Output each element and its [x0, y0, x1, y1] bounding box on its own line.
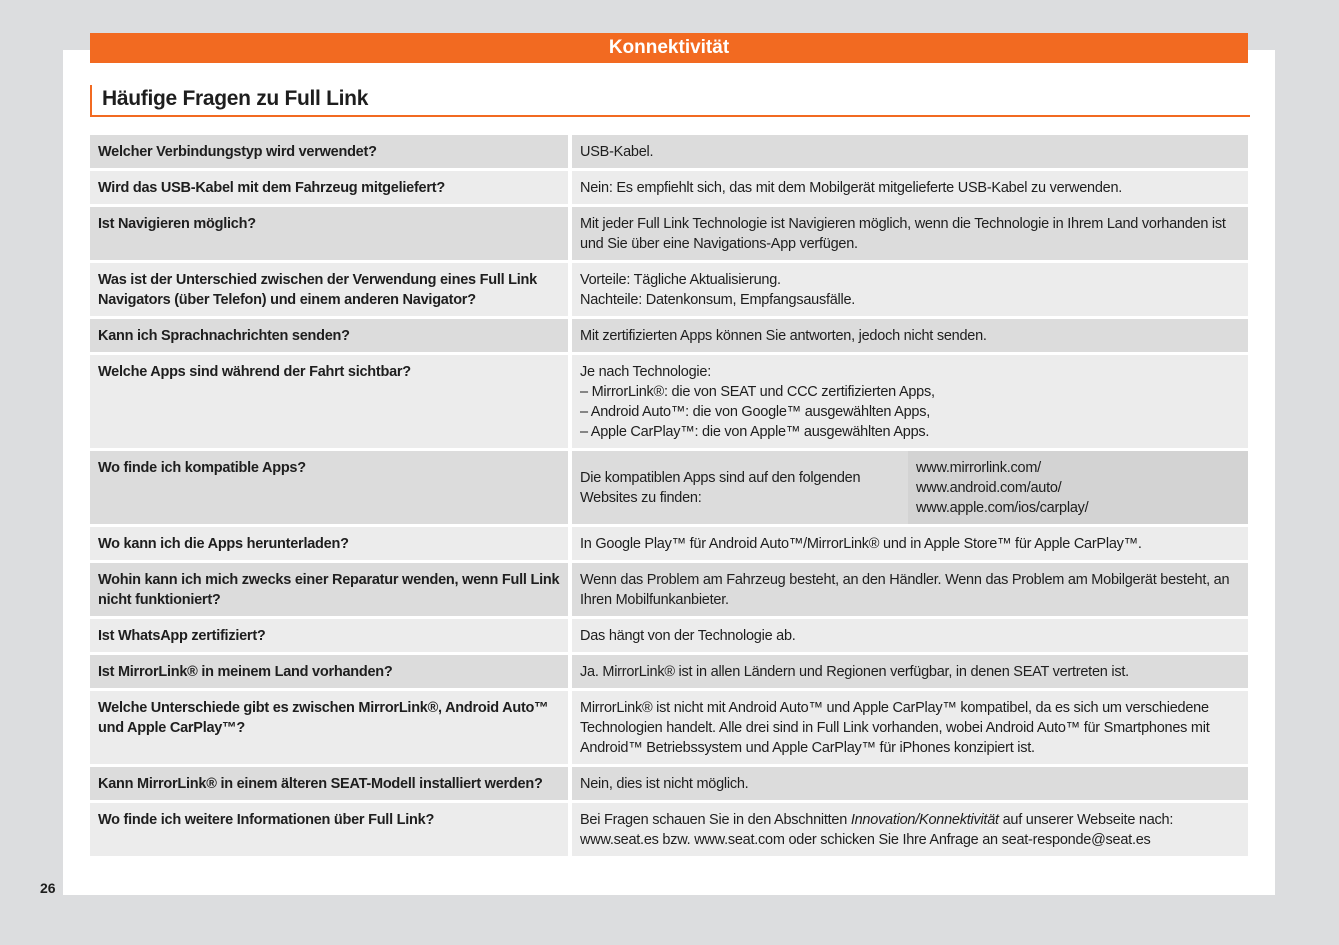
- faq-answer: Nein: Es empfiehlt sich, das mit dem Mob…: [572, 171, 1248, 204]
- faq-answer: Mit zertifizierten Apps können Sie antwo…: [572, 319, 1248, 352]
- faq-answer: Je nach Technologie: – MirrorLink®: die …: [572, 355, 1248, 448]
- faq-answer-links[interactable]: www.mirrorlink.com/ www.android.com/auto…: [908, 451, 1248, 524]
- faq-row: Was ist der Unterschied zwischen der Ver…: [90, 263, 1248, 316]
- faq-answer: In Google Play™ für Android Auto™/Mirror…: [572, 527, 1248, 560]
- faq-question: Wohin kann ich mich zwecks einer Reparat…: [90, 563, 572, 616]
- page-title: Häufige Fragen zu Full Link: [90, 85, 1250, 117]
- faq-question: Wo kann ich die Apps herunterladen?: [90, 527, 572, 560]
- faq-row: Wo finde ich weitere Informationen über …: [90, 803, 1248, 856]
- faq-row: Wo kann ich die Apps herunterladen? In Go…: [90, 527, 1248, 560]
- faq-question: Ist Navigieren möglich?: [90, 207, 572, 260]
- faq-answer: Das hängt von der Technologie ab.: [572, 619, 1248, 652]
- faq-row: Ist WhatsApp zertifiziert? Das hängt von …: [90, 619, 1248, 652]
- faq-question: Wo finde ich kompatible Apps?: [90, 451, 572, 524]
- faq-table: Welcher Verbindungstyp wird verwendet? US…: [90, 132, 1248, 859]
- faq-question: Was ist der Unterschied zwischen der Ver…: [90, 263, 572, 316]
- faq-answer: Nein, dies ist nicht möglich.: [572, 767, 1248, 800]
- faq-answer: Ja. MirrorLink® ist in allen Ländern und…: [572, 655, 1248, 688]
- faq-row: Ist MirrorLink® in meinem Land vorhanden…: [90, 655, 1248, 688]
- faq-row: Wo finde ich kompatible Apps? Die kompati…: [90, 451, 1248, 524]
- faq-row: Welche Apps sind während der Fahrt sicht…: [90, 355, 1248, 448]
- faq-answer: Die kompatiblen Apps sind auf den folgen…: [572, 451, 1248, 524]
- faq-row: Ist Navigieren möglich? Mit jeder Full Li…: [90, 207, 1248, 260]
- answer-text: auf unserer Webseite nach: www.seat.es b…: [580, 812, 1174, 848]
- faq-row: Kann ich Sprachnachrichten senden? Mit ze…: [90, 319, 1248, 352]
- page-number: 26: [40, 880, 56, 896]
- faq-answer: USB-Kabel.: [572, 135, 1248, 168]
- faq-question: Welcher Verbindungstyp wird verwendet?: [90, 135, 572, 168]
- faq-row: Wird das USB-Kabel mit dem Fahrzeug mitg…: [90, 171, 1248, 204]
- section-banner: Konnektivität: [90, 33, 1248, 63]
- faq-question: Wird das USB-Kabel mit dem Fahrzeug mitg…: [90, 171, 572, 204]
- faq-answer: Vorteile: Tägliche Aktualisierung. Nacht…: [572, 263, 1248, 316]
- answer-section-reference: Innovation/Konnektivität: [850, 812, 999, 828]
- faq-question: Welche Apps sind während der Fahrt sicht…: [90, 355, 572, 448]
- faq-question: Ist WhatsApp zertifiziert?: [90, 619, 572, 652]
- faq-row: Welcher Verbindungstyp wird verwendet? US…: [90, 135, 1248, 168]
- faq-row: Welche Unterschiede gibt es zwischen Mir…: [90, 691, 1248, 764]
- faq-answer: Mit jeder Full Link Technologie ist Navi…: [572, 207, 1248, 260]
- faq-answer: Bei Fragen schauen Sie in den Abschnitte…: [572, 803, 1248, 856]
- faq-question: Kann MirrorLink® in einem älteren SEAT-M…: [90, 767, 572, 800]
- faq-question: Wo finde ich weitere Informationen über …: [90, 803, 572, 856]
- faq-row: Wohin kann ich mich zwecks einer Reparat…: [90, 563, 1248, 616]
- faq-answer: MirrorLink® ist nicht mit Android Auto™ …: [572, 691, 1248, 764]
- page-title-text: Häufige Fragen zu Full Link: [102, 87, 369, 110]
- answer-text: Bei Fragen schauen Sie in den Abschnitte…: [580, 812, 851, 828]
- faq-question: Kann ich Sprachnachrichten senden?: [90, 319, 572, 352]
- faq-question: Ist MirrorLink® in meinem Land vorhanden…: [90, 655, 572, 688]
- faq-row: Kann MirrorLink® in einem älteren SEAT-M…: [90, 767, 1248, 800]
- faq-question: Welche Unterschiede gibt es zwischen Mir…: [90, 691, 572, 764]
- faq-answer-text: Die kompatiblen Apps sind auf den folgen…: [580, 470, 861, 506]
- faq-answer: Wenn das Problem am Fahrzeug besteht, an…: [572, 563, 1248, 616]
